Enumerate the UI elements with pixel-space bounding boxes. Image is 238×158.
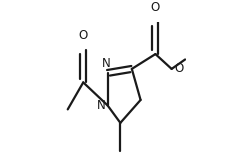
- Text: N: N: [97, 99, 105, 112]
- Text: O: O: [79, 29, 88, 42]
- Text: N: N: [102, 57, 111, 70]
- Text: O: O: [175, 62, 184, 75]
- Text: O: O: [151, 1, 160, 14]
